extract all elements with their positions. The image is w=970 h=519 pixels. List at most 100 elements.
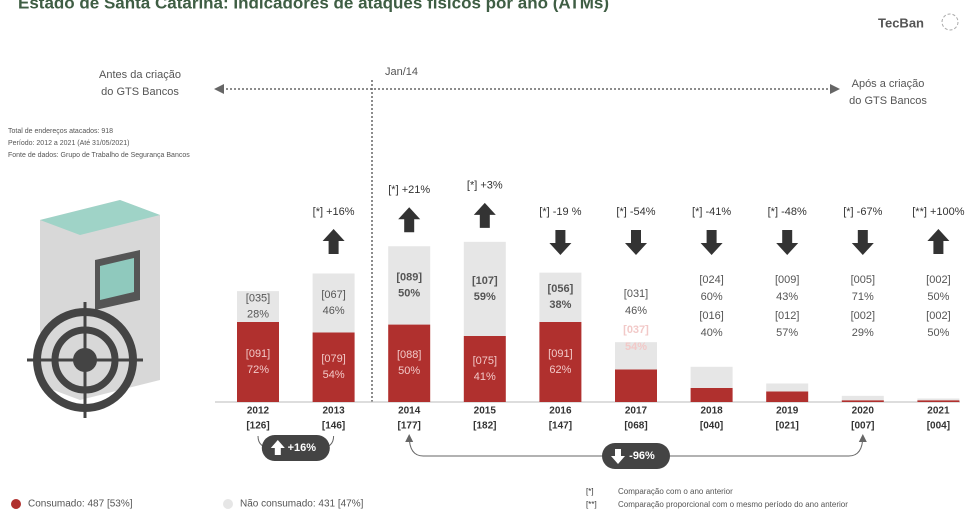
after-line1: Após a criação	[852, 78, 925, 90]
segment-count: [002]	[851, 310, 875, 322]
segment-share: 62%	[549, 364, 571, 376]
before-line1: Antes da criação	[99, 69, 181, 81]
segment-share: 46%	[625, 305, 647, 317]
bar-segment	[463, 336, 506, 402]
change-label: [*] +16%	[313, 206, 355, 218]
total-label: [004]	[927, 421, 950, 432]
segment-share: 50%	[927, 291, 949, 303]
segment-count: [056]	[548, 283, 574, 295]
change-arrow	[549, 230, 572, 255]
bar-segment	[237, 321, 279, 402]
bar-segment	[690, 387, 733, 402]
segment-count: [089]	[396, 271, 422, 283]
total-label: [007]	[851, 421, 874, 432]
title: Estado de Santa Catarina: Indicadores de…	[18, 0, 609, 12]
bar-segment	[312, 332, 355, 402]
bar-segment	[917, 400, 960, 402]
bar-segment	[539, 321, 582, 402]
timeline-arrow-right	[830, 84, 840, 94]
bar-segment	[615, 342, 657, 370]
segment-count: [088]	[397, 349, 421, 361]
change-arrow	[851, 230, 874, 255]
change-arrow	[625, 230, 647, 255]
segment-share: 38%	[549, 299, 571, 311]
segment-share: 50%	[398, 287, 420, 299]
change-arrow	[776, 230, 799, 255]
bar-segment	[388, 324, 431, 402]
logo: TecBan	[878, 15, 924, 30]
year-label: 2021	[927, 406, 950, 417]
segment-share: 72%	[247, 364, 269, 376]
year-label: 2020	[852, 406, 875, 417]
info-line: Total de endereços atacados: 918	[8, 128, 113, 135]
bar-segment	[766, 383, 809, 392]
bar-segment	[312, 273, 355, 333]
change-arrow	[398, 207, 421, 233]
year-label: 2014	[398, 406, 421, 417]
total-label: [068]	[624, 421, 647, 432]
segment-count: [067]	[321, 289, 345, 301]
change-label: [*] +21%	[388, 184, 430, 196]
marker-label: Jan/14	[385, 66, 418, 78]
year-label: 2019	[776, 406, 799, 417]
segment-share: 71%	[852, 291, 874, 303]
bar-segment	[388, 246, 431, 325]
segment-count: [031]	[624, 288, 648, 300]
bar-segment	[539, 272, 582, 322]
total-label: [147]	[549, 421, 572, 432]
segment-share: 50%	[927, 327, 949, 339]
comparison-label: -96%	[629, 450, 655, 462]
year-label: 2016	[549, 406, 572, 417]
segment-count: [107]	[472, 275, 498, 287]
bracket-head	[405, 434, 414, 442]
bar-segment	[841, 395, 884, 401]
segment-share: 46%	[323, 305, 345, 317]
bar-segment	[615, 369, 657, 402]
change-arrow	[322, 229, 345, 254]
after-line2: do GTS Bancos	[849, 95, 927, 107]
pill-arrow	[611, 449, 625, 464]
atm-illustration	[27, 200, 160, 418]
change-label: [**] +100%	[912, 206, 965, 218]
before-line2: do GTS Bancos	[101, 86, 179, 98]
year-label: 2017	[625, 406, 648, 417]
segment-count: [002]	[926, 310, 950, 322]
segment-share: 54%	[323, 369, 345, 381]
year-label: 2013	[322, 406, 345, 417]
change-label: [*] +3%	[467, 180, 503, 192]
segment-share: 43%	[776, 291, 798, 303]
year-label: 2018	[700, 406, 723, 417]
note-marker: [*]	[586, 487, 594, 496]
timeline-arrow-left	[214, 84, 224, 94]
segment-count: [079]	[321, 353, 345, 365]
year-label: 2015	[474, 406, 497, 417]
bar-segment	[917, 398, 960, 401]
segment-share: 60%	[701, 291, 723, 303]
legend-label: Consumado: 487 [53%]	[28, 499, 133, 510]
change-label: [*] -67%	[843, 206, 882, 218]
total-label: [146]	[322, 421, 345, 432]
segment-count: [002]	[926, 274, 950, 286]
segment-share: 40%	[701, 327, 723, 339]
bar-segment	[690, 366, 733, 388]
total-label: [040]	[700, 421, 723, 432]
logo-icon	[941, 13, 959, 31]
note-text: Comparação com o ano anterior	[618, 487, 733, 496]
segment-count: [005]	[851, 274, 875, 286]
segment-count: [037]	[623, 324, 649, 336]
change-arrow	[700, 230, 723, 255]
change-label: [*] -41%	[692, 206, 731, 218]
comparison-label: +16%	[288, 442, 317, 454]
pill-arrow	[270, 440, 285, 455]
change-label: [*] -19 %	[539, 206, 581, 218]
bar-segment	[841, 400, 884, 402]
segment-count: [035]	[246, 292, 270, 304]
legend-label: Não consumado: 431 [47%]	[240, 499, 364, 510]
change-label: [*] -48%	[768, 206, 807, 218]
segment-count: [091]	[548, 348, 572, 360]
change-arrow	[473, 202, 496, 228]
total-label: [182]	[473, 421, 496, 432]
info-line: Período: 2012 a 2021 (Até 31/05/2021)	[8, 140, 129, 147]
note-text: Comparação proporcional com o mesmo perí…	[618, 500, 848, 509]
info-line: Fonte de dados: Grupo de Trabalho de Seg…	[8, 152, 190, 159]
